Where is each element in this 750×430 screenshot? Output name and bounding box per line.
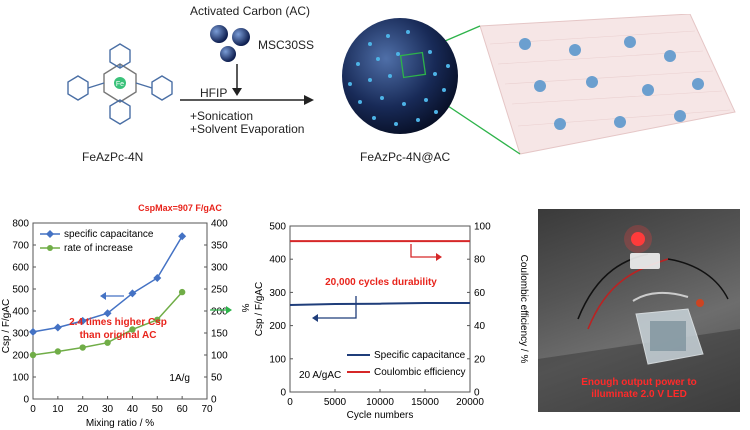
y-tick-label: 200 — [12, 351, 29, 362]
hfip-label: HFIP — [200, 86, 228, 100]
photo-caption-line2: illuminate 2.0 V LED — [591, 389, 687, 400]
legend-series-1: Specific capacitance — [374, 350, 466, 361]
rate-annotation: 1A/g — [169, 373, 190, 384]
x-tick-label: 40 — [127, 404, 139, 415]
y2-tick-label: 100 — [474, 222, 491, 233]
y-tick-label: 0 — [280, 388, 286, 399]
y-tick-label: 300 — [269, 288, 286, 299]
x-tick-label: 5000 — [324, 397, 347, 408]
data-point-2 — [29, 351, 37, 359]
step-sonication: +Sonication — [190, 109, 254, 123]
xlabel: Mixing ratio / % — [86, 418, 154, 429]
y2-tick-label: 200 — [211, 307, 228, 318]
legend: specific capacitance rate of increase — [40, 229, 154, 254]
higher-annotation-line2: than original AC — [80, 330, 157, 341]
data-point-1 — [78, 316, 87, 325]
carbon-spheres-icon — [210, 25, 250, 62]
x-tick-label: 10 — [52, 404, 64, 415]
data-point-1 — [128, 289, 137, 298]
mixing-ratio-chart: 0 10 20 30 40 50 60 700100200300400500600700800… — [1, 203, 250, 429]
y2-tick-label: 20 — [474, 354, 486, 365]
photo-caption-line1: Enough output power to — [581, 377, 697, 388]
y2label: % — [239, 304, 250, 313]
y-tick-label: 200 — [269, 321, 286, 332]
msc-label: MSC30SS — [258, 38, 315, 52]
y2-tick-label: 0 — [211, 395, 217, 406]
x-tick-label: 15000 — [411, 397, 439, 408]
x-tick-label: 50 — [152, 404, 164, 415]
molecule-name: FeAzPc-4N — [82, 150, 144, 164]
data-point-2 — [104, 339, 111, 346]
x-tick-label: 20 — [77, 404, 89, 415]
y-tick-label: 700 — [12, 241, 29, 252]
higher-annotation-line1: 2.4 times higher Csp — [69, 317, 167, 328]
y-tick-label: 0 — [23, 395, 29, 406]
y-tick-label: 800 — [12, 219, 29, 230]
rate-annotation: 20 A/gAC — [299, 370, 341, 381]
x-tick-label: 0 — [287, 397, 293, 408]
axis-arrows — [100, 292, 232, 314]
max-annotation: CspMax=907 F/gAC — [138, 203, 222, 213]
y-tick-label: 600 — [12, 263, 29, 274]
led-glow-icon — [631, 232, 645, 246]
y2-tick-label: 250 — [211, 285, 228, 296]
led-device-illustration — [538, 225, 740, 412]
led-demo-photo: Enough output power to illuminate 2.0 V … — [538, 209, 740, 412]
y2label: Coulombic efficiency / % — [518, 255, 529, 364]
y2-tick-label: 50 — [211, 373, 223, 384]
composite-name: FeAzPc-4N@AC — [360, 150, 451, 164]
fe-azpc-molecule-structure: Fe — [67, 43, 173, 125]
y2-tick-label: 350 — [211, 241, 228, 252]
y-tick-label: 300 — [12, 329, 29, 340]
data-point-2 — [54, 348, 62, 355]
series-line-1 — [289, 302, 470, 307]
y2-tick-label: 40 — [474, 321, 486, 332]
x-tick-label: 70 — [201, 404, 213, 415]
ylabel: Csp / F/gAC — [1, 299, 12, 353]
data-point-1 — [29, 327, 37, 336]
y2-tick-label: 60 — [474, 288, 486, 299]
reaction-arrows — [180, 64, 314, 105]
legend-series-1: specific capacitance — [64, 229, 154, 240]
y-tick-label: 400 — [12, 307, 29, 318]
legend-series-2: Coulombic efficiency — [374, 367, 466, 378]
data-point-1 — [103, 309, 112, 318]
y-tick-label: 100 — [269, 354, 286, 365]
composite-sphere-illustration — [342, 14, 736, 155]
y2-tick-label: 0 — [474, 388, 480, 399]
legend: Specific capacitance Coulombic efficienc… — [347, 350, 466, 378]
xlabel: Cycle numbers — [347, 410, 414, 421]
axis-arrows — [312, 244, 442, 322]
durability-annotation: 20,000 cycles durability — [325, 277, 437, 288]
y-tick-label: 500 — [269, 222, 286, 233]
data-point-1 — [153, 274, 162, 282]
data-point-2 — [79, 344, 86, 351]
x-tick-label: 10000 — [366, 397, 394, 408]
x-tick-label: 30 — [102, 404, 114, 415]
y-tick-label: 400 — [269, 255, 286, 266]
x-tick-label: 20000 — [456, 397, 484, 408]
y-tick-label: 100 — [12, 373, 29, 384]
metal-label: Fe — [116, 81, 124, 88]
legend-series-2: rate of increase — [64, 243, 133, 254]
y2-tick-label: 80 — [474, 255, 486, 266]
y-tick-label: 500 — [12, 285, 29, 296]
data-point-1 — [53, 323, 62, 332]
x-tick-label: 60 — [177, 404, 189, 415]
step-evaporation: +Solvent Evaporation — [190, 122, 305, 136]
y2-tick-label: 100 — [211, 351, 228, 362]
ylabel: Csp / F/gAC — [254, 282, 265, 336]
y2-tick-label: 150 — [211, 329, 228, 340]
y2-tick-label: 300 — [211, 263, 228, 274]
data-point-1 — [178, 232, 187, 241]
x-tick-label: 0 — [30, 404, 36, 415]
cycle-durability-chart: 0 5000 10000 15000 2000001002003004005000204… — [254, 222, 529, 422]
data-point-2 — [129, 326, 136, 333]
ac-label: Activated Carbon (AC) — [190, 4, 311, 18]
data-point-2 — [154, 316, 161, 323]
data-point-2 — [178, 288, 186, 296]
y2-tick-label: 400 — [211, 219, 228, 230]
